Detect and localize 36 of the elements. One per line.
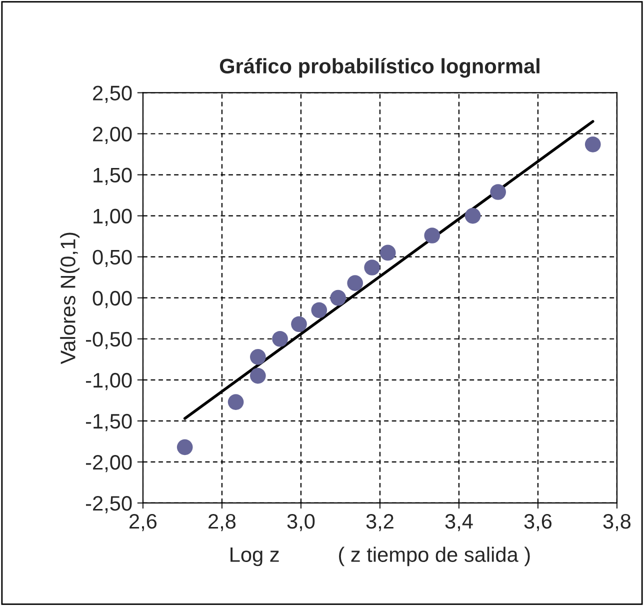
point (424, 228, 440, 244)
y-tick-label: -1,50 (86, 414, 132, 432)
point (311, 302, 328, 318)
y-tick-label: 0,00 (92, 290, 132, 308)
x-tick-label: 3,8 (603, 514, 631, 532)
y-tick-label: 0,50 (92, 250, 132, 268)
point (364, 260, 380, 276)
y-tick-label: -2,50 (86, 496, 132, 514)
point (250, 368, 266, 384)
y-tick-label: 1,00 (94, 208, 132, 226)
y-tick-label: 1,50 (94, 168, 132, 185)
x-tick-label: 2,8 (208, 514, 236, 532)
y-tick-label: 2,00 (93, 126, 132, 144)
point (228, 394, 244, 410)
y-tick-label: -0,50 (86, 332, 132, 350)
x-tick-label: 3,2 (366, 514, 394, 532)
chart-title: Gráfico probabilístico lognormal (220, 58, 540, 78)
point (250, 349, 266, 365)
point (291, 316, 307, 332)
point (347, 275, 363, 291)
point (176, 439, 193, 456)
point (490, 184, 506, 200)
y-tick-label: -1,00 (86, 372, 132, 390)
y-axis-title: Valores N(0,1) (60, 232, 80, 364)
point (464, 208, 481, 224)
x-tick-label: 3,4 (445, 514, 473, 532)
x-axis-title: Log z ( z tiempo de salida ) (230, 546, 530, 566)
point (584, 136, 601, 152)
point (330, 290, 346, 306)
y-tick-label: -2,00 (86, 454, 132, 472)
y-tick-label: 2,50 (93, 86, 132, 103)
x-tick-label: 3,0 (287, 514, 315, 532)
x-tick-label: 2,6 (130, 514, 157, 532)
point (380, 244, 396, 261)
x-tick-label: 3,6 (524, 514, 552, 532)
point (272, 330, 288, 347)
